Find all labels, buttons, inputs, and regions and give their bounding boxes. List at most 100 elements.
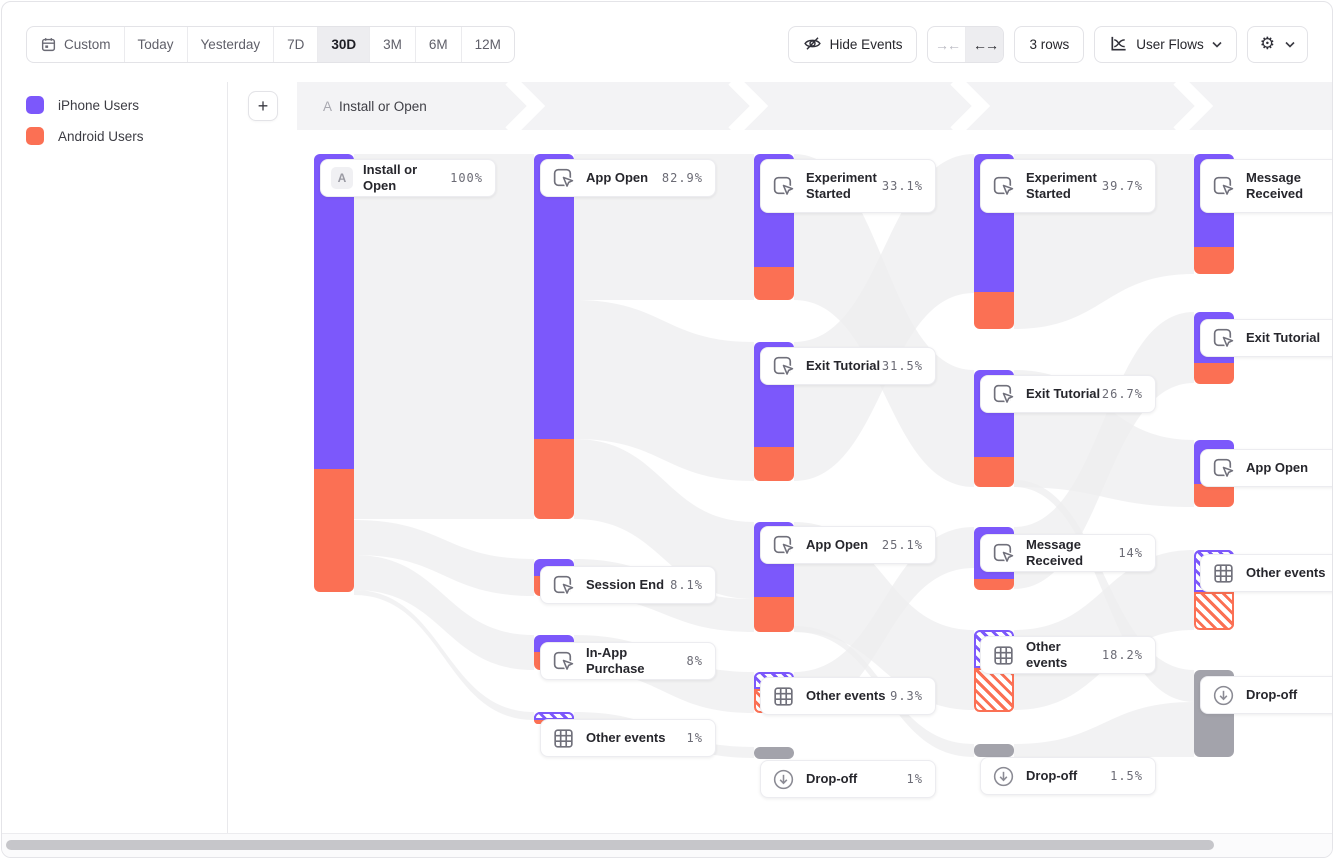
flow-node-card-exit-tutorial[interactable]: Exit Tutorial 26.7% [980, 375, 1156, 413]
flow-bar-segment[interactable] [1194, 247, 1234, 274]
date-range-7d[interactable]: 7D [274, 27, 319, 62]
flow-bar-segment[interactable] [754, 597, 794, 632]
flow-bar-segment[interactable] [314, 469, 354, 592]
settings-dropdown[interactable]: ⚙ [1246, 26, 1308, 63]
chevron-down-icon [1285, 41, 1295, 48]
flow-node-card-other-events[interactable]: Other events [1200, 554, 1332, 592]
flow-node-card-app-open[interactable]: App Open 82.9% [540, 159, 716, 197]
flow-bar-segment[interactable] [314, 154, 354, 469]
node-percentage: 82.9% [661, 171, 703, 185]
node-percentage: 26.7% [1101, 387, 1143, 401]
drop-off-arrow-icon [771, 767, 796, 792]
flow-bar-segment[interactable] [1194, 592, 1234, 630]
expand-columns-button[interactable]: ←→ [966, 27, 1004, 62]
drop-off-arrow-icon [991, 764, 1016, 789]
rows-button[interactable]: 3 rows [1014, 26, 1085, 63]
event-click-icon [991, 541, 1016, 566]
flow-node-card-drop-off[interactable]: Drop-off 1.5% [980, 757, 1156, 795]
legend-item-android-users[interactable]: Android Users [26, 127, 144, 145]
date-range-today[interactable]: Today [125, 27, 188, 62]
node-label: Exit Tutorial [1246, 329, 1321, 345]
other-events-grid-icon [1211, 561, 1236, 586]
flow-node-card-other-events[interactable]: Other events 1% [540, 719, 716, 757]
date-range-6m[interactable]: 6M [416, 27, 462, 62]
date-range-custom[interactable]: Custom [27, 27, 125, 62]
date-range-30d[interactable]: 30D [318, 27, 371, 62]
date-range-selector: Custom Today Yesterday 7D 30D 3M 6M 12M [26, 26, 515, 63]
date-range-label: 3M [383, 37, 402, 52]
add-step-button[interactable]: + [248, 91, 278, 121]
event-click-icon [991, 174, 1016, 199]
node-percentage: 14% [1118, 546, 1143, 560]
flow-bar-segment[interactable] [754, 447, 794, 481]
node-label: Drop-off [1246, 686, 1298, 702]
flow-bar-segment[interactable] [974, 457, 1014, 487]
flow-node-card-experiment-started[interactable]: Experiment Started 33.1% [760, 159, 936, 213]
node-label: Drop-off [806, 770, 858, 786]
flow-bar-segment[interactable] [534, 712, 574, 720]
flow-node-card-drop-off[interactable]: Drop-off 1% [760, 760, 936, 798]
flow-bar-segment[interactable] [974, 579, 1014, 590]
flow-node-card-other-events[interactable]: Other events 9.3% [760, 677, 936, 715]
node-label: App Open [1246, 459, 1309, 475]
horizontal-scrollbar[interactable] [2, 833, 1332, 857]
scrollbar-thumb[interactable] [6, 840, 1214, 850]
flow-bar-segment[interactable] [974, 668, 1014, 712]
event-click-icon [771, 174, 796, 199]
other-events-grid-icon [551, 726, 576, 751]
flow-node-card-message-received[interactable]: Message Received [1200, 159, 1332, 213]
date-range-label: Yesterday [200, 37, 261, 52]
flow-bar-segment[interactable] [534, 439, 574, 519]
view-type-dropdown[interactable]: User Flows [1094, 26, 1237, 63]
flow-node-card-app-open[interactable]: App Open [1200, 449, 1332, 487]
node-label: Message Received [1026, 536, 1084, 568]
legend-swatch [26, 127, 44, 145]
node-label: Exit Tutorial [806, 357, 881, 373]
node-percentage: 1% [686, 731, 703, 745]
flow-bar-segment[interactable] [754, 747, 794, 759]
flow-bar-segment[interactable] [974, 292, 1014, 329]
node-label: Message Received [1246, 169, 1304, 201]
hide-events-button[interactable]: Hide Events [787, 26, 918, 63]
flow-node-card-experiment-started[interactable]: Experiment Started 39.7% [980, 159, 1156, 213]
legend-item-iphone-users[interactable]: iPhone Users [26, 96, 144, 114]
flow-bar-segment[interactable] [1194, 484, 1234, 507]
flow-bar-segment[interactable] [754, 267, 794, 300]
date-range-yesterday[interactable]: Yesterday [188, 27, 275, 62]
chevron-down-icon [1212, 41, 1222, 48]
flow-node-card-in-app-purchase[interactable]: In-App Purchase 8% [540, 642, 716, 680]
event-click-icon [551, 573, 576, 598]
node-label: In-App Purchase [586, 644, 645, 676]
flow-bar-segment[interactable] [974, 744, 1014, 757]
flow-node-card-install-or-open[interactable]: A Install or Open 100% [320, 159, 496, 197]
date-range-12m[interactable]: 12M [462, 27, 514, 62]
eye-off-icon [803, 34, 822, 56]
node-label: App Open [806, 536, 869, 552]
node-label: Other events [1026, 638, 1068, 670]
date-range-3m[interactable]: 3M [370, 27, 416, 62]
node-label: Install or Open [363, 161, 418, 193]
node-label: App Open [586, 169, 649, 185]
flow-node-card-session-end[interactable]: Session End 8.1% [540, 566, 716, 604]
node-percentage: 1.5% [1110, 769, 1143, 783]
step-prefix: A [323, 98, 333, 114]
node-percentage: 8% [686, 654, 703, 668]
event-click-icon [991, 382, 1016, 407]
flow-bar-segment[interactable] [1194, 363, 1234, 384]
flow-node-card-app-open[interactable]: App Open 25.1% [760, 526, 936, 564]
event-click-icon [551, 649, 576, 674]
date-range-label: Today [137, 37, 174, 52]
flow-node-card-message-received[interactable]: Message Received 14% [980, 534, 1156, 572]
gear-icon: ⚙ [1259, 34, 1275, 54]
node-percentage: 33.1% [881, 179, 923, 193]
collapse-columns-button[interactable]: →← [934, 36, 961, 53]
flow-node-card-exit-tutorial[interactable]: Exit Tutorial [1200, 319, 1332, 357]
drop-off-arrow-icon [1211, 683, 1236, 708]
flow-node-card-exit-tutorial[interactable]: Exit Tutorial 31.5% [760, 347, 936, 385]
sidebar-divider [227, 82, 228, 838]
flow-bar-segment[interactable] [534, 154, 574, 439]
flow-node-card-drop-off[interactable]: Drop-off [1200, 676, 1332, 714]
other-events-grid-icon [771, 684, 796, 709]
flow-node-card-other-events[interactable]: Other events 18.2% [980, 636, 1156, 674]
